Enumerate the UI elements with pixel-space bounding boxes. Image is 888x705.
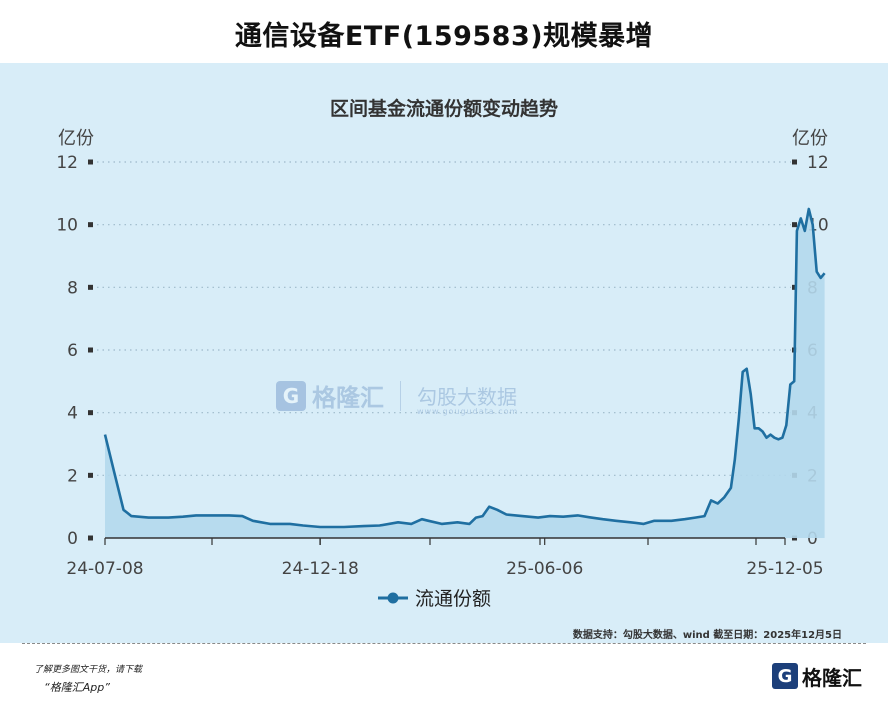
legend-label: 流通份额 <box>415 588 491 610</box>
watermark-secondary-text: 勾股大数据 <box>417 385 517 409</box>
legend-marker <box>387 592 399 604</box>
chart-title: 区间基金流通份额变动趋势 <box>329 98 558 120</box>
main-title: 通信设备ETF(159583)规模暴增 <box>234 21 654 52</box>
source-note: 数据支持：勾股大数据、wind 截至日期：2025年12月5日 <box>572 630 842 641</box>
y-tick-mark-left <box>88 472 93 478</box>
y-tick-mark-left <box>88 535 93 541</box>
footer-note: 了解更多图文干货，请下载 <box>34 665 143 675</box>
watermark-secondary: 勾股大数据 www.gougudata.com <box>417 381 517 416</box>
y-tick-mark-right <box>792 159 797 165</box>
brand-name: 格隆汇 <box>802 665 862 690</box>
footer-divider <box>22 643 866 644</box>
y-tick-mark-left <box>88 222 93 228</box>
x-tick-label: 25-06-06 <box>506 559 583 579</box>
y-tick-mark-left <box>88 410 93 416</box>
y-tick-label-left: 6 <box>67 341 78 361</box>
watermark-brand: 格隆汇 <box>312 384 384 412</box>
y-tick-label-left: 2 <box>67 466 78 486</box>
watermark: G 格隆汇 勾股大数据 www.gougudata.com <box>276 378 517 416</box>
brand-logo-icon: G <box>772 663 798 689</box>
series-line <box>103 207 826 529</box>
y-tick-mark-left <box>88 159 93 165</box>
x-tick-label: 24-07-08 <box>66 559 143 579</box>
x-tick-label: 25-12-05 <box>746 559 823 579</box>
footer-app-name: “格隆汇App” <box>44 681 110 694</box>
y-tick-label-right: 12 <box>807 153 829 173</box>
footer-brand: G 格隆汇 <box>772 661 862 691</box>
y-tick-mark-left <box>88 284 93 290</box>
y-tick-label-right: 0 <box>807 529 818 549</box>
y-axis-unit-right: 亿份 <box>792 128 828 149</box>
y-tick-mark-right <box>792 284 797 290</box>
watermark-logo-icon: G <box>276 380 306 411</box>
series-area <box>105 209 825 538</box>
y-tick-label-left: 8 <box>67 278 78 298</box>
y-tick-label-left: 12 <box>56 153 78 173</box>
y-axis-unit-left: 亿份 <box>58 128 94 149</box>
y-tick-mark-left <box>88 347 93 353</box>
y-tick-mark-right <box>792 222 797 228</box>
watermark-url: www.gougudata.com <box>417 407 519 416</box>
y-tick-label-left: 0 <box>67 529 78 549</box>
y-tick-label-left: 4 <box>67 404 78 424</box>
chart-panel <box>0 63 888 643</box>
y-tick-label-left: 10 <box>56 216 78 236</box>
watermark-divider <box>400 380 401 411</box>
x-tick-label: 24-12-18 <box>282 559 359 579</box>
